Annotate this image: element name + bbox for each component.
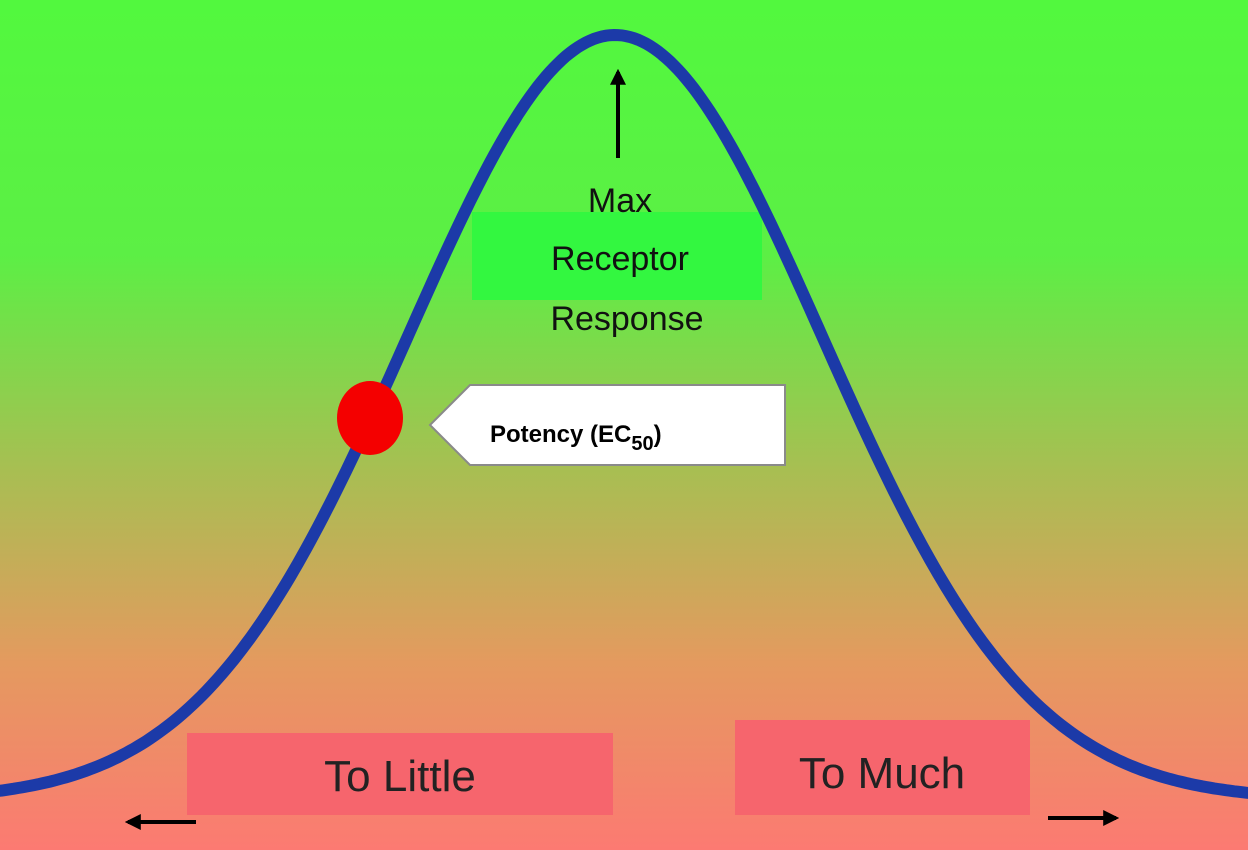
potency-subscript: 50: [631, 433, 653, 455]
right-label: To Much: [799, 749, 965, 798]
peak-label-box: [472, 212, 762, 300]
peak-label-line: Receptor: [551, 240, 689, 278]
left-label: To Little: [324, 752, 476, 801]
ec50-point: [337, 381, 403, 455]
right-label-box: [735, 720, 1030, 815]
potency-text: Potency (EC: [490, 421, 631, 448]
potency-label: Potency (EC50): [490, 421, 662, 455]
peak-label-line: Max: [588, 182, 652, 220]
potency-suffix: ): [654, 421, 662, 448]
left-label-box: [187, 733, 613, 815]
peak-label-line: Response: [550, 300, 703, 338]
potency-callout: [428, 384, 786, 466]
bell-curve: [0, 28, 1248, 799]
